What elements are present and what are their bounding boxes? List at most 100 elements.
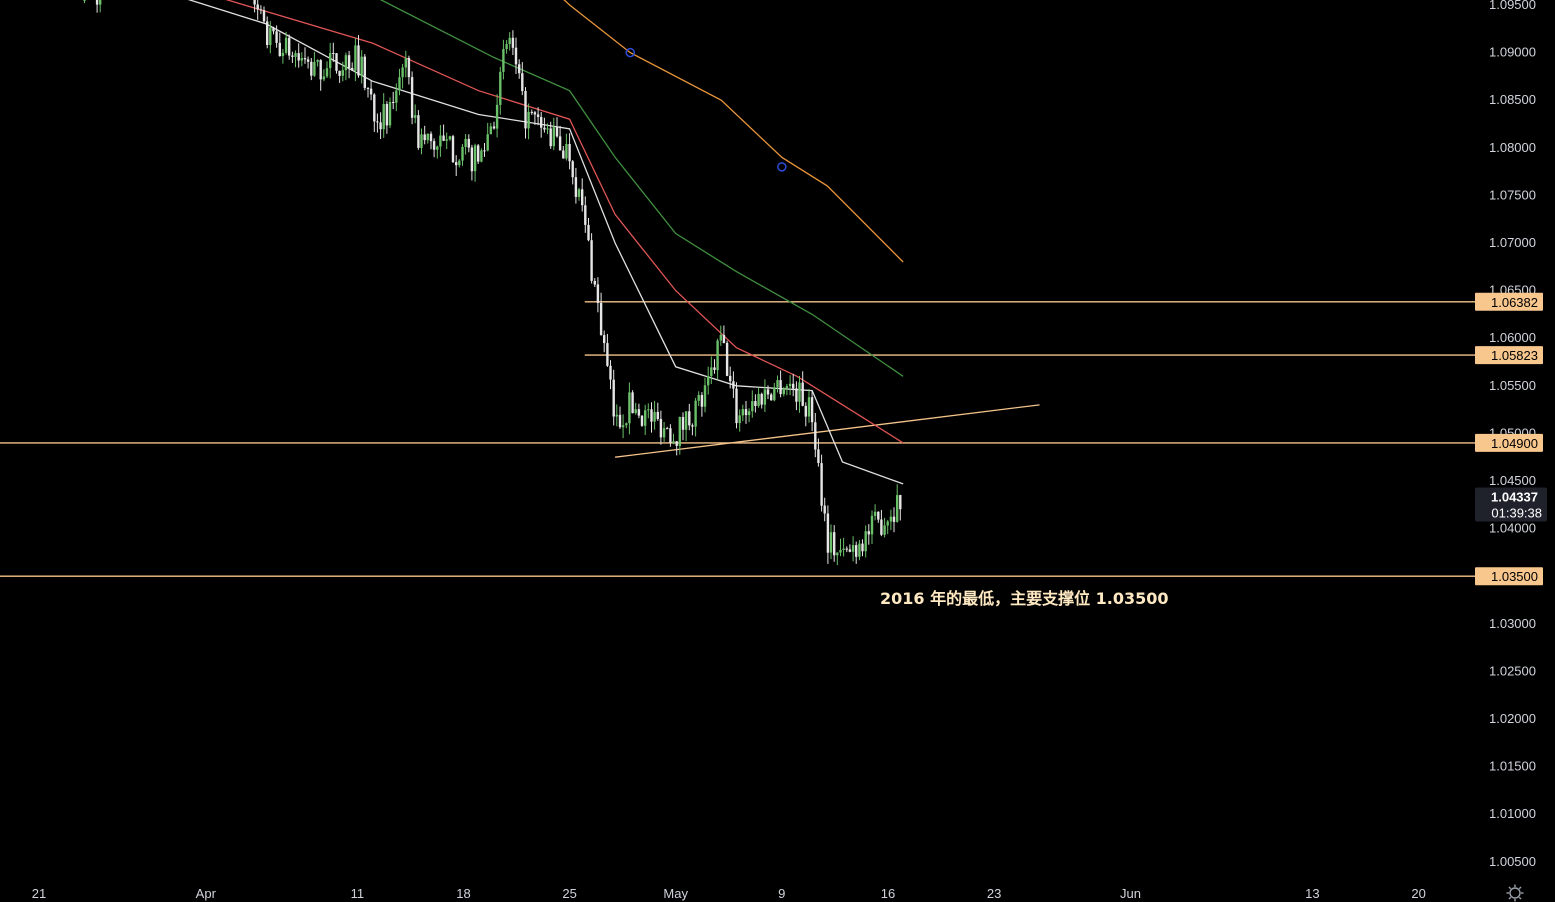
candle xyxy=(395,83,398,112)
time-tick-label: 21 xyxy=(32,886,46,901)
candle xyxy=(401,63,404,89)
candle xyxy=(99,0,102,13)
time-axis[interactable]: 21 Apr 11 18 25 May 9 16 23 Jun 13 20 xyxy=(32,886,1426,901)
candle xyxy=(782,386,785,397)
candle xyxy=(543,117,546,133)
candle xyxy=(423,125,426,145)
candle xyxy=(300,52,303,67)
price-axis[interactable]: 1.09500 1.09000 1.08500 1.08000 1.07500 1.070… xyxy=(1489,0,1536,869)
candle xyxy=(351,62,354,71)
candle xyxy=(848,544,852,553)
candle xyxy=(477,144,480,164)
moving-averages xyxy=(187,0,904,485)
time-tick-label: 25 xyxy=(562,886,576,901)
candle xyxy=(694,397,697,437)
annotation-layer: 2016 年的最低，主要支撑位 1.03500 xyxy=(880,589,1169,608)
moving-average-2 xyxy=(379,0,904,377)
candle xyxy=(464,134,467,155)
candle xyxy=(691,423,694,436)
horizontal-levels xyxy=(0,301,1475,577)
ma-marker-0 xyxy=(625,47,635,58)
candle xyxy=(392,91,395,110)
candle xyxy=(672,433,675,445)
candle xyxy=(536,107,540,126)
candle xyxy=(817,438,820,467)
candle xyxy=(678,416,681,455)
candle xyxy=(385,101,389,134)
settings-gear-icon[interactable] xyxy=(1506,884,1524,902)
candle xyxy=(533,111,537,125)
price-badges: 1.06382 1.05823 1.04900 1.03500 1.0433701:39… xyxy=(1475,292,1547,586)
candle xyxy=(618,406,622,429)
price-tick-label: 1.08500 xyxy=(1489,92,1536,107)
time-tick-label: 13 xyxy=(1305,886,1319,901)
candle xyxy=(801,371,804,407)
candle xyxy=(407,55,411,85)
candle xyxy=(521,62,524,96)
candle xyxy=(732,371,735,398)
candle xyxy=(341,61,344,82)
candle xyxy=(379,112,382,139)
candle xyxy=(621,414,625,439)
time-tick-label: 18 xyxy=(456,886,470,901)
candle xyxy=(716,338,719,380)
candle xyxy=(546,123,549,134)
time-tick-label: 23 xyxy=(987,886,1001,901)
candle xyxy=(776,375,779,393)
candle xyxy=(675,441,678,456)
moving-average-1 xyxy=(225,0,904,444)
candle xyxy=(634,402,637,415)
candle xyxy=(754,394,757,413)
price-tick-label: 1.02500 xyxy=(1489,663,1536,678)
candle xyxy=(637,403,641,419)
candle xyxy=(275,25,278,48)
candle xyxy=(514,37,518,74)
candle xyxy=(335,53,338,74)
candle xyxy=(773,383,776,402)
candle xyxy=(858,540,861,561)
candle xyxy=(382,93,385,138)
candle xyxy=(527,103,530,140)
candle xyxy=(473,143,477,182)
level-price-badge: 1.05823 xyxy=(1475,346,1543,365)
time-tick-label: 9 xyxy=(778,886,785,901)
price-tick-label: 1.02000 xyxy=(1489,711,1536,726)
candle xyxy=(688,403,691,431)
candle xyxy=(593,278,596,287)
candle xyxy=(747,408,751,423)
candle xyxy=(467,134,470,153)
candle xyxy=(322,69,326,82)
ascending-trendline[interactable] xyxy=(615,404,1040,458)
candle xyxy=(508,32,511,51)
candle xyxy=(404,50,407,78)
candle xyxy=(615,404,618,427)
candle xyxy=(357,35,360,78)
candle xyxy=(839,538,842,557)
candle xyxy=(269,21,272,54)
candle xyxy=(417,110,420,150)
candle xyxy=(483,143,486,157)
candle xyxy=(266,16,269,49)
candle xyxy=(558,125,562,151)
candle xyxy=(347,51,351,79)
price-tick-label: 1.09000 xyxy=(1489,45,1536,60)
candle xyxy=(288,34,291,60)
candle xyxy=(540,112,543,138)
candle xyxy=(823,497,826,522)
candle xyxy=(325,61,329,78)
candle xyxy=(291,51,294,63)
candle xyxy=(892,507,896,533)
level-price-badge: 1.04900 xyxy=(1475,433,1543,452)
candle xyxy=(855,541,858,564)
candle xyxy=(640,415,644,427)
candle xyxy=(458,159,461,168)
candle xyxy=(707,366,710,395)
candle xyxy=(877,511,880,523)
candle xyxy=(681,412,685,441)
ma-marker-1 xyxy=(777,162,787,172)
candle xyxy=(735,382,738,429)
candle xyxy=(552,117,555,151)
candle xyxy=(495,94,499,138)
moving-average-3 xyxy=(563,0,904,263)
